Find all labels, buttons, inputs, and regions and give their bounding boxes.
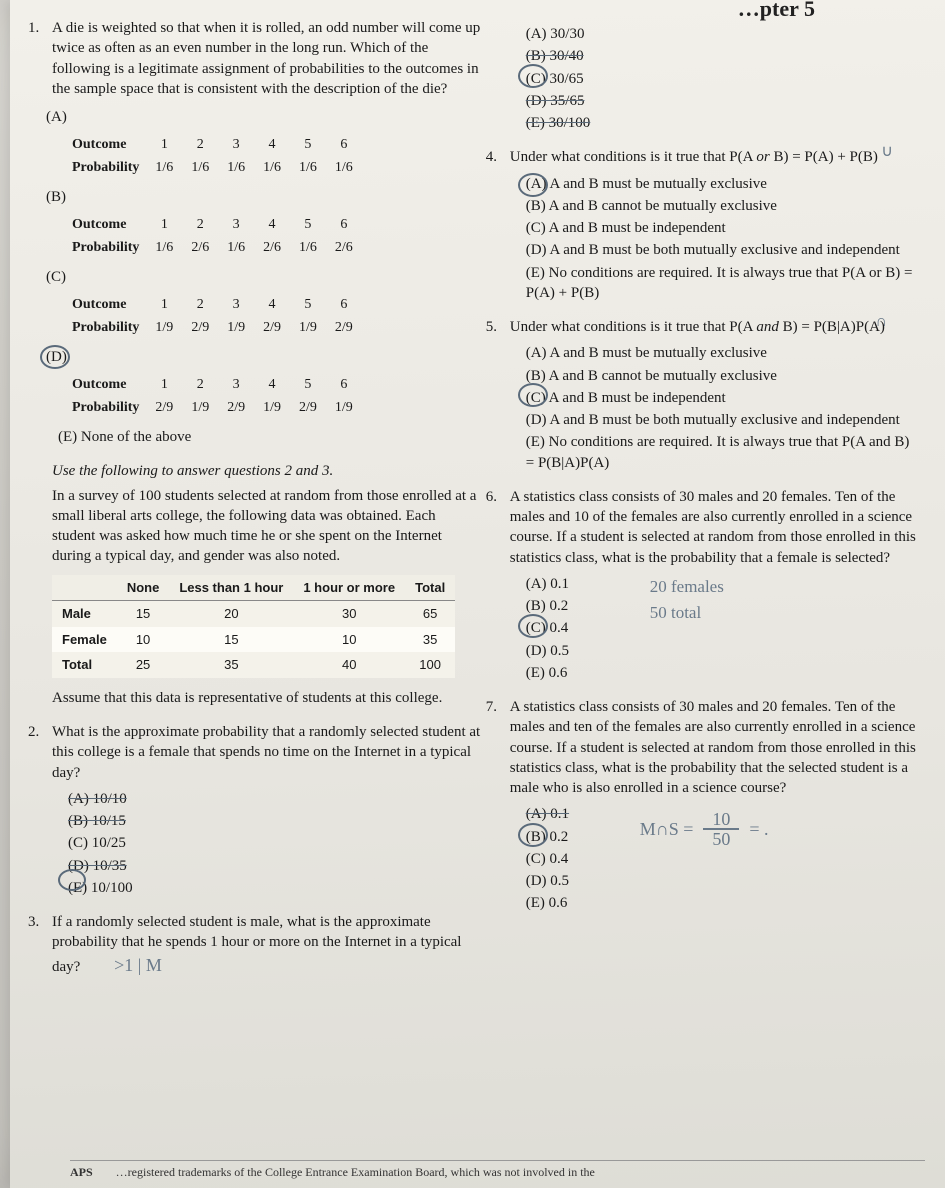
q4-options: (A) A and B must be mutually exclusive (…	[510, 174, 919, 304]
q3-number: 3.	[28, 912, 39, 932]
prob-table-B: Outcome123456Probability1/62/61/62/61/62…	[62, 213, 363, 261]
hand-left: M∩S =	[640, 817, 694, 841]
q3-options-block: (A) 30/30 (B) 30/40 (C) 30/65 (D) 35/65 …	[510, 24, 919, 133]
prob-table-D: Outcome123456Probability2/91/92/91/92/91…	[62, 373, 363, 421]
q6-options: (A) 0.1 (B) 0.2 (C) 0.4 (D) 0.5 (E) 0.6 …	[510, 574, 919, 683]
q2-opt-E: (E) 10/100	[68, 878, 482, 898]
handwriting-fraction: M∩S = 10 50 = .	[640, 810, 769, 848]
chapter-header: …pter 5	[738, 0, 815, 22]
q1-choice-E: (E) None of the above	[58, 427, 482, 447]
choice-label: (A)	[46, 107, 67, 127]
q2-options: (A) 10/10 (B) 10/15 (C) 10/25 (D) 10/35 …	[52, 789, 482, 898]
footer-text: …registered trademarks of the College En…	[116, 1165, 595, 1179]
prob-table-A: Outcome123456Probability1/61/61/61/61/61…	[62, 133, 363, 181]
q1-number: 1.	[28, 18, 39, 38]
choice-label: (B)	[46, 187, 66, 207]
page: …pter 5 1. A die is weighted so that whe…	[0, 0, 945, 1188]
q5-opt-D: (D) A and B must be both mutually exclus…	[526, 410, 919, 430]
two-column-layout: 1. A die is weighted so that when it is …	[52, 18, 919, 991]
q4-opt-C: (C) A and B must be independent	[526, 218, 919, 238]
q1-choice-D: (D) Outcome123456Probability2/91/92/91/9…	[52, 347, 482, 421]
q4-opt-A: (A) A and B must be mutually exclusive	[526, 174, 919, 194]
passage-lead: Use the following to answer questions 2 …	[52, 461, 482, 481]
question-4: 4. Under what conditions is it true that…	[510, 147, 919, 303]
q7-opt-E: (E) 0.6	[526, 893, 919, 913]
question-3: 3. If a randomly selected student is mal…	[52, 912, 482, 977]
internet-use-table: NoneLess than 1 hour1 hour or moreTotalM…	[52, 575, 455, 678]
q5-text-b: B) = P(B|A)P(A)	[779, 319, 885, 335]
q5-number: 5.	[486, 317, 497, 337]
hand-frac: 10 50	[703, 810, 739, 848]
question-5: 5. Under what conditions is it true that…	[510, 317, 919, 473]
q3-opt-B: (B) 30/40	[526, 46, 919, 66]
q6-opt-B: (B) 0.2	[526, 596, 919, 616]
q4-opt-B: (B) A and B cannot be mutually exclusive	[526, 196, 919, 216]
page-footer: APS …registered trademarks of the Colleg…	[70, 1160, 925, 1180]
q2-opt-B: (B) 10/15	[68, 811, 482, 831]
q4-opt-D: (D) A and B must be both mutually exclus…	[526, 240, 919, 260]
q3-opt-E: (E) 30/100	[526, 113, 919, 133]
q6-number: 6.	[486, 487, 497, 507]
q5-opt-C: (C) A and B must be independent	[526, 388, 919, 408]
prob-table-C: Outcome123456Probability1/92/91/92/91/92…	[62, 293, 363, 341]
question-1: 1. A die is weighted so that when it is …	[52, 18, 482, 447]
shared-passage: Use the following to answer questions 2 …	[52, 461, 482, 708]
handwriting-union-icon: ∪	[881, 141, 893, 163]
q6-text: A statistics class consists of 30 males …	[510, 489, 916, 566]
question-2: 2. What is the approximate probability t…	[52, 722, 482, 898]
q1-choice-A: (A) Outcome123456Probability1/61/61/61/6…	[52, 107, 482, 181]
q4-opt-E: (E) No conditions are required. It is al…	[526, 263, 919, 304]
q1-text: A die is weighted so that when it is rol…	[52, 20, 480, 97]
q7-opt-C: (C) 0.4	[526, 849, 919, 869]
q6-opt-C: (C) 0.4	[526, 618, 919, 638]
q2-opt-A: (A) 10/10	[68, 789, 482, 809]
q4-text-a: Under what conditions is it true that P(…	[510, 149, 757, 165]
choice-label: (C)	[46, 267, 66, 287]
q3-opt-D: (D) 35/65	[526, 91, 919, 111]
q7-opt-D: (D) 0.5	[526, 871, 919, 891]
q1-choice-C: (C) Outcome123456Probability1/92/91/92/9…	[52, 267, 482, 341]
passage-tail: Assume that this data is representative …	[52, 688, 482, 708]
sheet: …pter 5 1. A die is weighted so that whe…	[10, 0, 945, 1188]
q3-opt-C: (C) 30/65	[526, 69, 919, 89]
handwriting-intersect-icon: ∩	[875, 311, 887, 333]
q7-options: (A) 0.1 (B) 0.2 (C) 0.4 (D) 0.5 (E) 0.6 …	[510, 804, 919, 913]
hand-den: 50	[712, 830, 730, 848]
choice-label: (D)	[46, 347, 67, 367]
q5-opt-E: (E) No conditions are required. It is al…	[526, 432, 919, 473]
q2-text: What is the approximate probability that…	[52, 724, 480, 781]
handwriting: >1 | M	[114, 955, 162, 975]
q5-opt-B: (B) A and B cannot be mutually exclusive	[526, 366, 919, 386]
left-column: 1. A die is weighted so that when it is …	[52, 18, 482, 991]
q5-text-a: Under what conditions is it true that P(…	[510, 319, 757, 335]
q1-choice-B: (B) Outcome123456Probability1/62/61/62/6…	[52, 187, 482, 261]
question-6: 6. A statistics class consists of 30 mal…	[510, 487, 919, 683]
q5-options: (A) A and B must be mutually exclusive (…	[510, 343, 919, 473]
aps-mark: APS	[70, 1165, 93, 1179]
handwriting: 20 females	[650, 576, 724, 599]
q4-number: 4.	[486, 147, 497, 167]
q6-opt-D: (D) 0.5	[526, 641, 919, 661]
hand-num: 10	[712, 810, 730, 828]
passage-body: In a survey of 100 students selected at …	[52, 486, 482, 567]
q7-number: 7.	[486, 697, 497, 717]
question-7: 7. A statistics class consists of 30 mal…	[510, 697, 919, 914]
q2-opt-C: (C) 10/25	[68, 833, 482, 853]
handwriting: 50 total	[650, 602, 701, 625]
hand-eq: = .	[749, 817, 768, 841]
q7-text: A statistics class consists of 30 males …	[510, 699, 916, 796]
q4-text-b: B) = P(A) + P(B)	[770, 149, 878, 165]
q2-opt-D: (D) 10/35	[68, 856, 482, 876]
q4-or: or	[756, 149, 769, 165]
q3-opt-A: (A) 30/30	[526, 24, 919, 44]
right-column: (A) 30/30 (B) 30/40 (C) 30/65 (D) 35/65 …	[510, 18, 919, 991]
q5-and: and	[756, 319, 779, 335]
q5-opt-A: (A) A and B must be mutually exclusive	[526, 343, 919, 363]
q2-number: 2.	[28, 722, 39, 742]
q6-opt-E: (E) 0.6	[526, 663, 919, 683]
